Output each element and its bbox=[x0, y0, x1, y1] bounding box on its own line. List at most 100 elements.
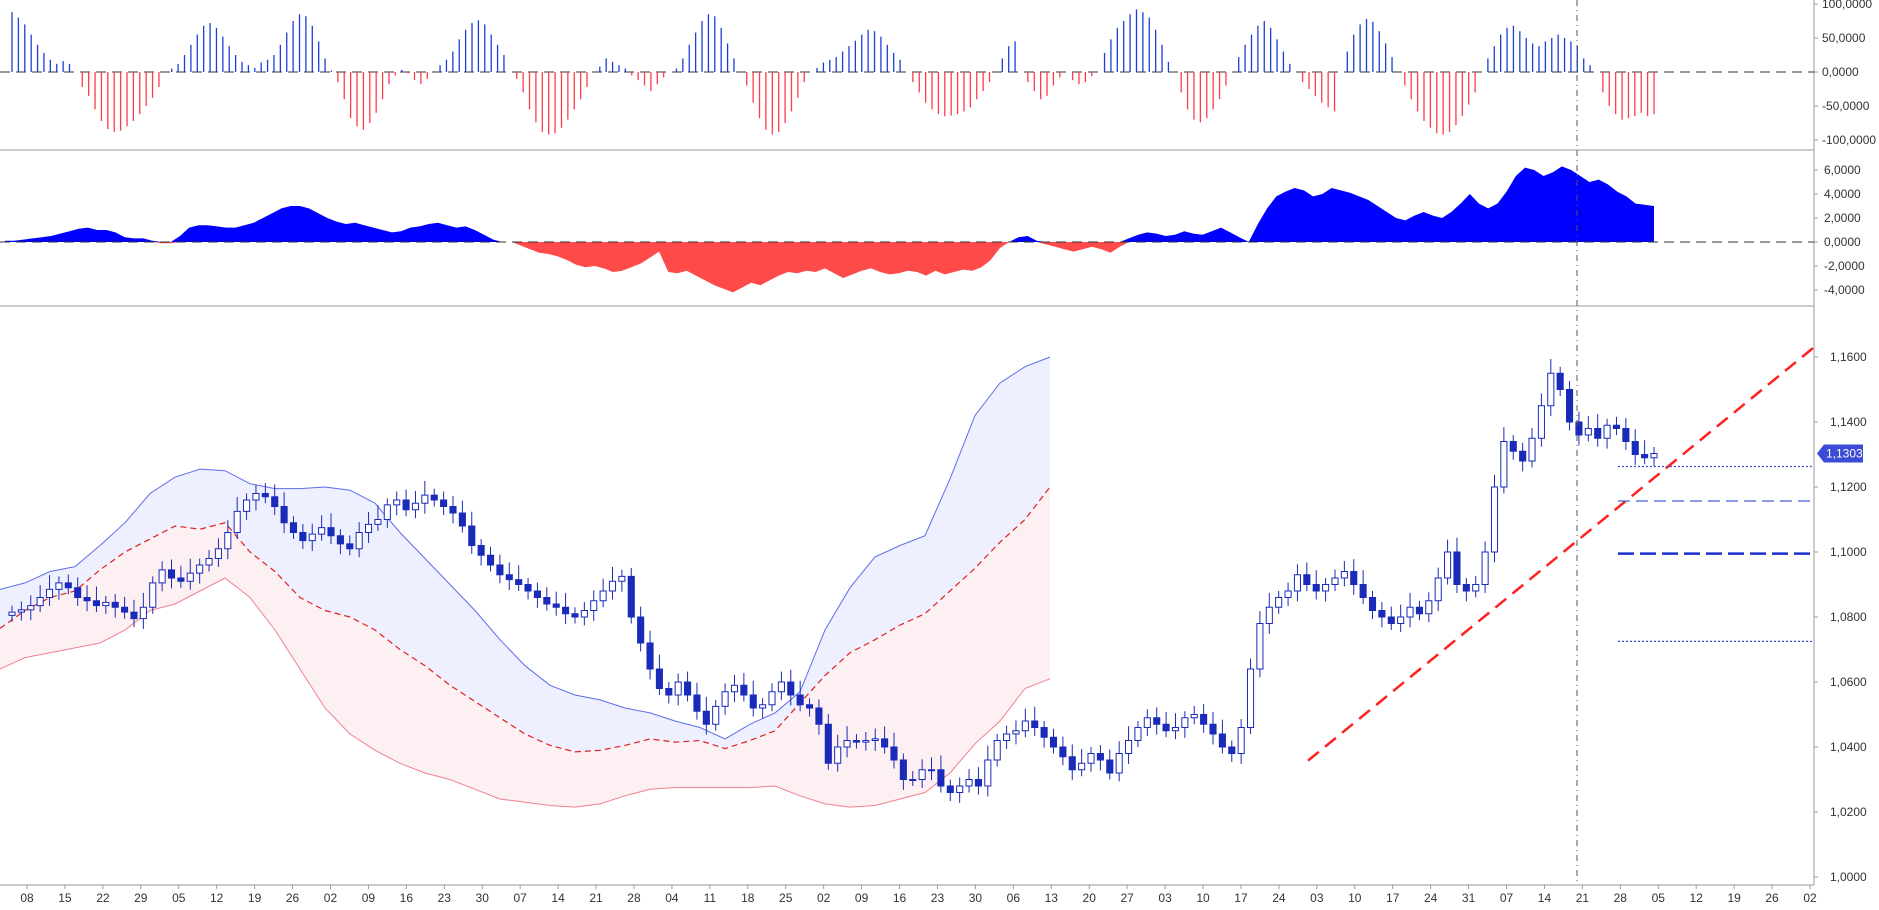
candle-body bbox=[1087, 753, 1095, 764]
x-tick-label: 02 bbox=[1803, 891, 1817, 905]
candle-body bbox=[243, 499, 251, 512]
candle-body bbox=[1190, 714, 1198, 719]
price-y-tick-label: 1,1000 bbox=[1830, 545, 1867, 559]
x-tick-label: 16 bbox=[400, 891, 414, 905]
price-y-tick-label: 1,0200 bbox=[1830, 805, 1867, 819]
candle-body bbox=[1303, 574, 1311, 585]
x-tick-label: 18 bbox=[741, 891, 755, 905]
x-tick-label: 21 bbox=[589, 891, 603, 905]
candle-body bbox=[261, 493, 269, 498]
x-tick-label: 30 bbox=[969, 891, 983, 905]
candle-body bbox=[74, 587, 82, 598]
x-tick-label: 25 bbox=[779, 891, 793, 905]
balance-y-tick-label: 4,0000 bbox=[1824, 187, 1861, 201]
price-y-tick-label: 1,0400 bbox=[1830, 740, 1867, 754]
candle-body bbox=[1378, 610, 1386, 618]
candle-body bbox=[1350, 571, 1358, 585]
candle-body bbox=[458, 512, 466, 527]
candle-body bbox=[383, 504, 391, 520]
candle-body bbox=[64, 582, 72, 589]
candle-body bbox=[1425, 600, 1433, 615]
candle-body bbox=[1641, 454, 1649, 459]
candle-body bbox=[665, 688, 673, 696]
last-price-badge bbox=[1817, 444, 1863, 463]
candle-body bbox=[1143, 717, 1151, 728]
candle-body bbox=[890, 746, 898, 761]
candle-body bbox=[1021, 720, 1029, 732]
candle-body bbox=[852, 740, 861, 743]
balance-y-tick-label: -2,0000 bbox=[1824, 259, 1865, 273]
candle-body bbox=[721, 691, 729, 707]
candle-body bbox=[83, 597, 91, 602]
lower-band-line bbox=[0, 577, 1051, 808]
candle-body bbox=[1528, 437, 1536, 462]
balance-negative-area bbox=[5, 242, 1654, 293]
osc-y-tick-label: 50,0000 bbox=[1822, 31, 1866, 45]
candle-body bbox=[430, 494, 438, 501]
candle-body bbox=[1509, 441, 1517, 452]
candle-body bbox=[1612, 424, 1621, 429]
candle-body bbox=[374, 519, 382, 525]
candle-body bbox=[1519, 450, 1527, 462]
candle-body bbox=[871, 738, 879, 741]
candle-body bbox=[1434, 577, 1442, 602]
candle-body bbox=[205, 558, 213, 566]
candle-body bbox=[1490, 486, 1499, 553]
candle-body bbox=[627, 575, 635, 618]
x-tick-label: 14 bbox=[1538, 891, 1552, 905]
candle-body bbox=[1059, 746, 1067, 758]
middle-band-line bbox=[0, 486, 1051, 753]
candle-body bbox=[1228, 746, 1236, 754]
candle-body bbox=[730, 684, 739, 693]
candle-body bbox=[927, 769, 936, 772]
candle-body bbox=[515, 579, 523, 585]
candle-body bbox=[1012, 730, 1020, 735]
candle-body bbox=[1622, 428, 1630, 442]
x-tick-label: 06 bbox=[1007, 891, 1021, 905]
candle-body bbox=[796, 694, 804, 706]
x-tick-label: 17 bbox=[1386, 891, 1400, 905]
x-tick-label: 26 bbox=[1765, 891, 1779, 905]
x-tick-label: 29 bbox=[134, 891, 148, 905]
balance-y-tick-label: 2,0000 bbox=[1824, 211, 1861, 225]
candle-body bbox=[1256, 623, 1264, 670]
upper-band-fill bbox=[0, 357, 1050, 752]
candle-body bbox=[1078, 762, 1086, 771]
x-tick-label: 19 bbox=[248, 891, 262, 905]
x-tick-label: 09 bbox=[362, 891, 376, 905]
candle-body bbox=[468, 525, 476, 546]
candle-body bbox=[693, 694, 701, 712]
candle-body bbox=[824, 723, 832, 764]
candle-body bbox=[862, 740, 870, 743]
candle-body bbox=[1200, 714, 1208, 725]
candle-body bbox=[1594, 428, 1602, 439]
candle-body bbox=[167, 569, 176, 579]
candle-body bbox=[130, 611, 138, 620]
candle-body bbox=[599, 590, 607, 602]
candle-body bbox=[1566, 389, 1574, 423]
candle-body bbox=[608, 580, 617, 592]
candle-body bbox=[355, 532, 363, 550]
candle-body bbox=[233, 510, 241, 533]
candle-body bbox=[1481, 551, 1489, 585]
candle-body bbox=[1603, 424, 1611, 439]
price-y-tick-label: 1,1200 bbox=[1830, 480, 1867, 494]
x-tick-label: 15 bbox=[58, 891, 72, 905]
candle-body bbox=[1237, 727, 1245, 754]
x-tick-label: 24 bbox=[1424, 891, 1438, 905]
candle-body bbox=[224, 532, 232, 550]
candle-body bbox=[1181, 717, 1189, 728]
price-y-tick-label: 1,0800 bbox=[1830, 610, 1867, 624]
candle-body bbox=[393, 499, 401, 506]
candle-body bbox=[712, 705, 720, 725]
candle-body bbox=[674, 681, 682, 696]
x-tick-label: 05 bbox=[1652, 891, 1666, 905]
candle-body bbox=[590, 600, 598, 611]
candle-body bbox=[1134, 727, 1142, 741]
candle-body bbox=[486, 554, 495, 566]
x-tick-label: 17 bbox=[1234, 891, 1248, 905]
candle-body bbox=[1284, 590, 1292, 598]
candle-body bbox=[787, 681, 795, 696]
